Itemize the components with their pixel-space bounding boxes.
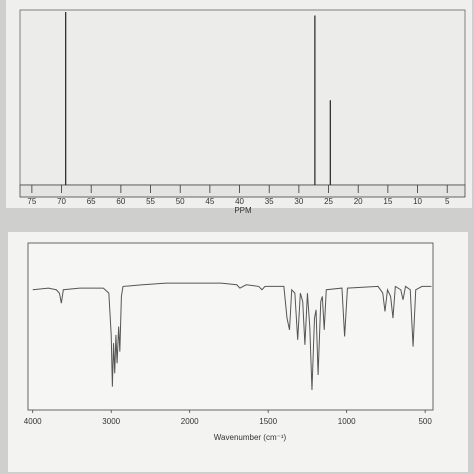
x-tick-label: 3000 (102, 417, 120, 426)
x-tick-label: 65 (87, 197, 96, 206)
x-tick-label: 15 (383, 197, 392, 206)
x-tick-label: 45 (205, 197, 214, 206)
x-tick-label: 4000 (24, 417, 42, 426)
x-tick-label: 500 (418, 417, 432, 426)
nmr-axis-strip (19, 184, 466, 198)
x-tick-label: 75 (27, 197, 36, 206)
x-tick-label: 25 (324, 197, 333, 206)
x-tick-label: 10 (413, 197, 422, 206)
x-tick-label: 2000 (181, 417, 199, 426)
x-tick-label: 5 (445, 197, 450, 206)
x-tick-label: 50 (176, 197, 185, 206)
x-tick-label: 30 (294, 197, 303, 206)
x-tick-label: 55 (146, 197, 155, 206)
nmr-plot-box (19, 9, 466, 186)
x-tick-label: 70 (57, 197, 66, 206)
ir-plot-box (27, 242, 434, 411)
x-tick-label: 1000 (338, 417, 356, 426)
nmr-x-label: PPM (234, 206, 252, 215)
x-tick-label: 35 (265, 197, 274, 206)
x-tick-label: 20 (354, 197, 363, 206)
x-tick-label: 1500 (259, 417, 277, 426)
ir-x-label: Wavenumber (cm⁻¹) (214, 433, 287, 442)
x-tick-label: 60 (116, 197, 125, 206)
x-tick-label: 40 (235, 197, 244, 206)
spectrum-line (32, 282, 432, 390)
